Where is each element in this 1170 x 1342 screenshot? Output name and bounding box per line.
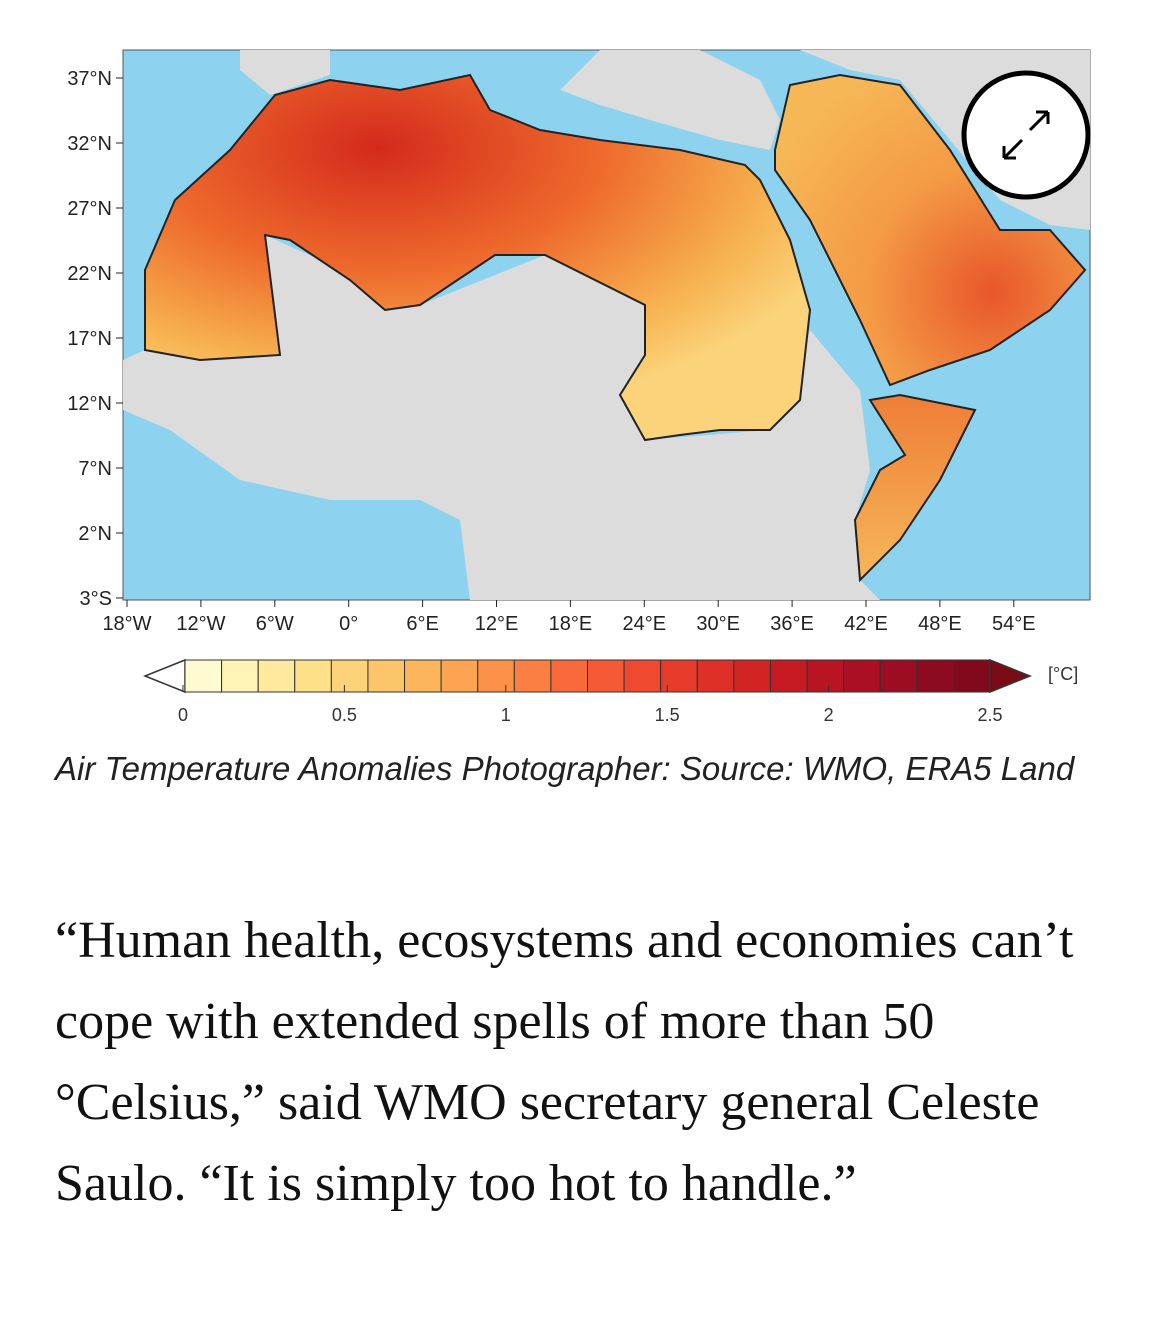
colorbar-cell: [806, 659, 845, 693]
expand-button[interactable]: [961, 70, 1091, 200]
colorbar-cell: [916, 659, 954, 693]
lon-label: 42°E: [844, 613, 888, 635]
colorbar-cell: [587, 659, 625, 693]
colorbar-cell: [879, 659, 918, 693]
colorbar-tick-label: 1.5: [655, 705, 680, 725]
lon-label: 12°E: [475, 613, 519, 635]
lon-label: 6°W: [256, 613, 294, 635]
colorbar-cell: [404, 659, 442, 693]
caption: Air Temperature Anomalies Photographer: …: [55, 750, 1075, 787]
lat-label: 37°N: [67, 68, 112, 90]
colorbar: 0 0.5 1 1.5 2 2.5: [142, 658, 1033, 725]
lon-label: 54°E: [992, 613, 1036, 635]
colorbar-cell: [696, 659, 735, 693]
colorbar-cell: [550, 659, 589, 693]
colorbar-cell: [733, 659, 771, 693]
lon-label: 24°E: [623, 613, 667, 635]
lon-label: 30°E: [696, 613, 740, 635]
lon-label: 18°W: [102, 613, 151, 635]
lon-label: 36°E: [770, 613, 814, 635]
colorbar-cell: [769, 659, 808, 693]
map-figure: 37°N32°N27°N22°N17°N12°N7°N2°N3°S 18°W 12…: [67, 49, 1091, 725]
colorbar-cell: [623, 659, 662, 693]
colorbar-cell: [330, 659, 369, 693]
colorbar-tick-label: 0: [178, 705, 188, 725]
colorbar-cell: [513, 659, 552, 693]
lat-label: 7°N: [78, 458, 112, 480]
lat-label: 22°N: [67, 263, 112, 285]
colorbar-tick-label: 1: [501, 705, 511, 725]
lat-label: 3°S: [80, 588, 112, 610]
quote: “Human health, ecosystems and economies …: [55, 912, 1074, 1212]
colorbar-cell: [843, 659, 881, 693]
colorbar-cell: [221, 659, 259, 693]
colorbar-cell: [367, 659, 406, 693]
lat-label: 2°N: [78, 523, 112, 545]
colorbar-tick-label: 0.5: [332, 705, 357, 725]
colorbar-cell: [440, 659, 479, 693]
colorbar-unit: [°C]: [1048, 664, 1078, 684]
lon-label: 18°E: [549, 613, 593, 635]
colorbar-cell: [294, 659, 332, 693]
lon-label: 48°E: [918, 613, 962, 635]
lat-label: 27°N: [67, 198, 112, 220]
regions: [144, 73, 1087, 583]
colorbar-cell: [660, 659, 698, 693]
colorbar-cell: [257, 659, 296, 693]
colorbar-cell: [477, 659, 515, 693]
colorbar-tick-label: 2.5: [977, 705, 1002, 725]
colorbar-cell: [184, 659, 223, 693]
colorbar-tick-label: 2: [824, 705, 834, 725]
lon-labels: 18°W 12°W 6°W 0° 6°E 12°E 18°E 24°E 30°E 36°E 42°E…: [102, 600, 1036, 635]
colorbar-cell: [952, 659, 991, 693]
lon-label: 12°W: [176, 613, 225, 635]
lat-label: 12°N: [67, 393, 112, 415]
lon-label: 0°: [339, 613, 358, 635]
lon-label: 6°E: [406, 613, 438, 635]
lat-label: 17°N: [67, 328, 112, 350]
lat-label: 32°N: [67, 133, 112, 155]
lat-labels: 37°N 32°N 27°N 22°N 17°N 12°N 7°N 2°N 3°S: [67, 68, 123, 610]
